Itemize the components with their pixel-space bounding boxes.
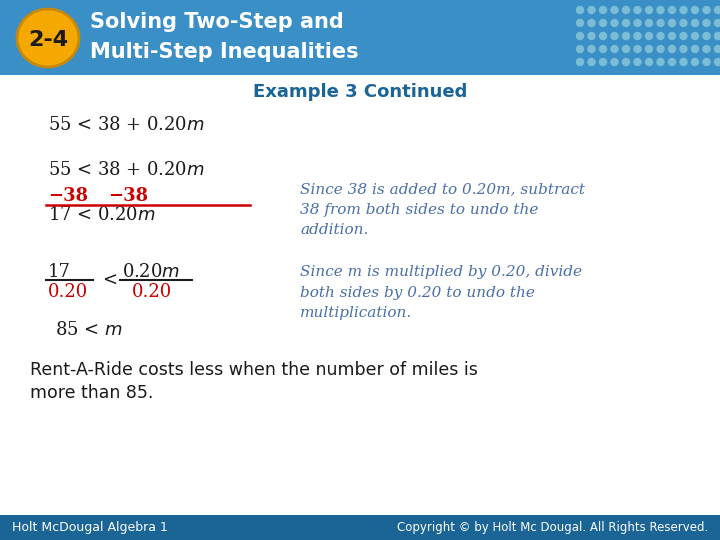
Text: −38: −38 bbox=[108, 187, 148, 205]
Circle shape bbox=[703, 32, 710, 39]
Circle shape bbox=[668, 6, 675, 14]
Circle shape bbox=[600, 19, 606, 26]
Text: 17: 17 bbox=[48, 263, 71, 281]
Text: Since m is multiplied by 0.20, divide
both sides by 0.20 to undo the
multiplicat: Since m is multiplied by 0.20, divide bo… bbox=[300, 265, 582, 320]
Circle shape bbox=[668, 19, 675, 26]
Circle shape bbox=[680, 19, 687, 26]
Circle shape bbox=[668, 45, 675, 52]
Circle shape bbox=[577, 6, 583, 14]
Text: Example 3 Continued: Example 3 Continued bbox=[253, 83, 467, 101]
Circle shape bbox=[680, 45, 687, 52]
Circle shape bbox=[588, 32, 595, 39]
Circle shape bbox=[691, 32, 698, 39]
Circle shape bbox=[680, 32, 687, 39]
Text: 55 < 38 + 0.20$m$: 55 < 38 + 0.20$m$ bbox=[48, 161, 204, 179]
Text: 2-4: 2-4 bbox=[28, 30, 68, 50]
Circle shape bbox=[668, 32, 675, 39]
Circle shape bbox=[611, 45, 618, 52]
Circle shape bbox=[691, 58, 698, 65]
Text: Multi-Step Inequalities: Multi-Step Inequalities bbox=[90, 42, 359, 62]
Circle shape bbox=[714, 19, 720, 26]
Text: −38: −38 bbox=[48, 187, 88, 205]
Circle shape bbox=[588, 58, 595, 65]
Circle shape bbox=[611, 32, 618, 39]
Circle shape bbox=[646, 45, 652, 52]
Circle shape bbox=[657, 6, 664, 14]
Text: 0.20$m$: 0.20$m$ bbox=[122, 263, 180, 281]
Circle shape bbox=[680, 58, 687, 65]
Circle shape bbox=[634, 32, 641, 39]
Circle shape bbox=[623, 19, 629, 26]
Circle shape bbox=[600, 32, 606, 39]
Text: Holt McDougal Algebra 1: Holt McDougal Algebra 1 bbox=[12, 521, 168, 534]
Circle shape bbox=[611, 6, 618, 14]
Ellipse shape bbox=[17, 9, 79, 67]
Circle shape bbox=[623, 32, 629, 39]
Text: 55 < 38 + 0.20$m$: 55 < 38 + 0.20$m$ bbox=[48, 116, 204, 134]
Circle shape bbox=[634, 58, 641, 65]
Circle shape bbox=[646, 6, 652, 14]
Circle shape bbox=[703, 6, 710, 14]
Circle shape bbox=[714, 32, 720, 39]
Circle shape bbox=[623, 45, 629, 52]
Text: Since 38 is added to 0.20m, subtract
38 from both sides to undo the
addition.: Since 38 is added to 0.20m, subtract 38 … bbox=[300, 182, 585, 237]
Text: 0.20: 0.20 bbox=[132, 283, 172, 301]
Text: <: < bbox=[102, 272, 117, 290]
Text: 85 < $m$: 85 < $m$ bbox=[55, 321, 122, 339]
Bar bbox=[0, 515, 720, 540]
Circle shape bbox=[600, 45, 606, 52]
Circle shape bbox=[588, 6, 595, 14]
Circle shape bbox=[588, 19, 595, 26]
Circle shape bbox=[657, 19, 664, 26]
Circle shape bbox=[657, 45, 664, 52]
Circle shape bbox=[577, 19, 583, 26]
Circle shape bbox=[611, 58, 618, 65]
Circle shape bbox=[634, 45, 641, 52]
Text: 0.20: 0.20 bbox=[48, 283, 89, 301]
Bar bbox=[0, 0, 720, 75]
Circle shape bbox=[703, 45, 710, 52]
Circle shape bbox=[577, 32, 583, 39]
Circle shape bbox=[623, 58, 629, 65]
Circle shape bbox=[611, 19, 618, 26]
Circle shape bbox=[714, 58, 720, 65]
Circle shape bbox=[691, 19, 698, 26]
Circle shape bbox=[577, 58, 583, 65]
Circle shape bbox=[646, 19, 652, 26]
Circle shape bbox=[680, 6, 687, 14]
Circle shape bbox=[714, 6, 720, 14]
Circle shape bbox=[634, 6, 641, 14]
Circle shape bbox=[600, 6, 606, 14]
Circle shape bbox=[714, 45, 720, 52]
Circle shape bbox=[634, 19, 641, 26]
Circle shape bbox=[691, 6, 698, 14]
Circle shape bbox=[646, 58, 652, 65]
Circle shape bbox=[623, 6, 629, 14]
Text: more than 85.: more than 85. bbox=[30, 384, 153, 402]
Circle shape bbox=[646, 32, 652, 39]
Text: Solving Two-Step and: Solving Two-Step and bbox=[90, 12, 343, 32]
Text: 17 < 0.20$m$: 17 < 0.20$m$ bbox=[48, 206, 156, 224]
Circle shape bbox=[588, 45, 595, 52]
Circle shape bbox=[657, 32, 664, 39]
Circle shape bbox=[668, 58, 675, 65]
Text: Rent-A-Ride costs less when the number of miles is: Rent-A-Ride costs less when the number o… bbox=[30, 361, 478, 379]
Circle shape bbox=[600, 58, 606, 65]
Circle shape bbox=[691, 45, 698, 52]
Circle shape bbox=[703, 58, 710, 65]
Text: Copyright © by Holt Mc Dougal. All Rights Reserved.: Copyright © by Holt Mc Dougal. All Right… bbox=[397, 521, 708, 534]
Circle shape bbox=[657, 58, 664, 65]
Circle shape bbox=[577, 45, 583, 52]
Circle shape bbox=[703, 19, 710, 26]
